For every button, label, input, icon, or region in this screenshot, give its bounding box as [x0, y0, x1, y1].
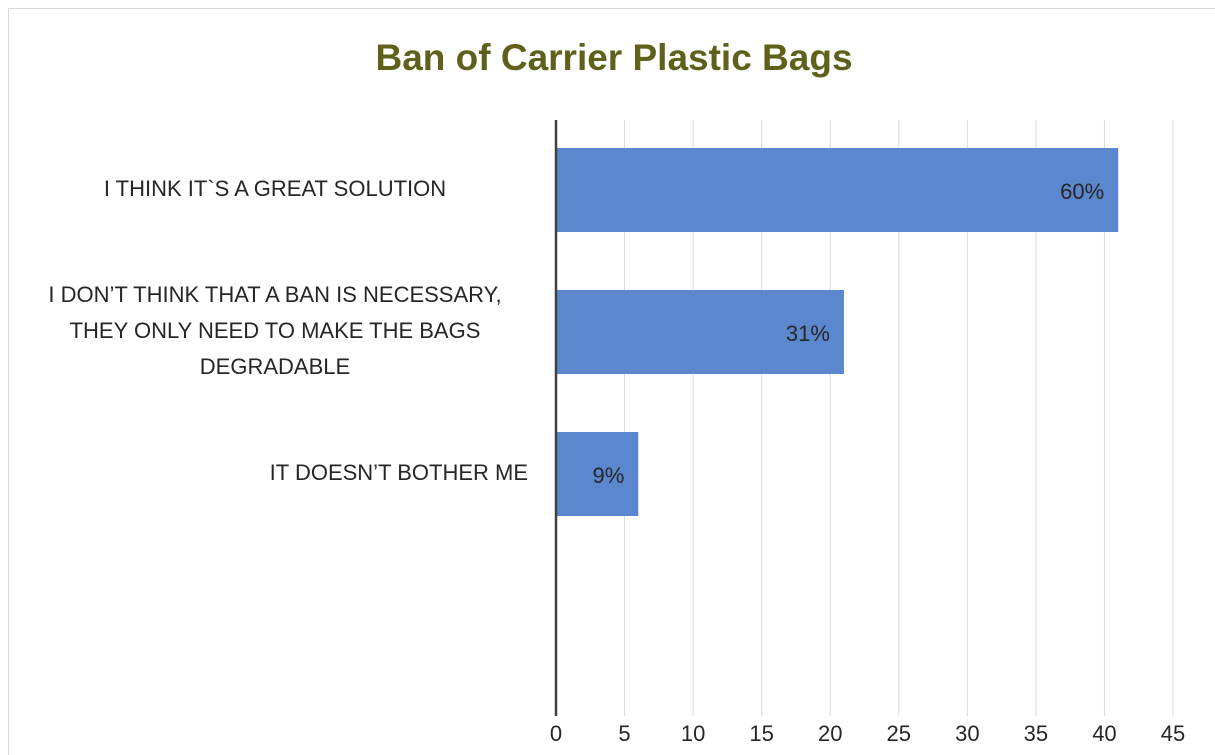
x-tick-label: 5 — [618, 721, 630, 746]
x-tick-label: 15 — [749, 721, 773, 746]
y-tick-label: I THINK IT`S A GREAT SOLUTION — [104, 176, 446, 201]
data-label: 31% — [786, 321, 830, 346]
x-tick-label: 0 — [550, 721, 562, 746]
bar — [556, 432, 639, 516]
data-label: 60% — [1060, 179, 1104, 204]
chart-title: Ban of Carrier Plastic Bags — [375, 37, 852, 78]
x-tick-label: 40 — [1092, 721, 1116, 746]
x-tick-label: 30 — [955, 721, 979, 746]
x-tick-label: 20 — [818, 721, 842, 746]
x-tick-label: 45 — [1161, 721, 1185, 746]
y-tick-label: IT DOESN’T BOTHER ME — [270, 460, 528, 485]
y-tick-label: I DON’T THINK THAT A BAN IS NECESSARY, TH… — [48, 282, 501, 379]
x-tick-label: 10 — [681, 721, 705, 746]
chart-border — [8, 8, 1215, 755]
bar — [556, 148, 1119, 232]
data-label: 9% — [592, 463, 624, 488]
x-tick-label: 35 — [1024, 721, 1048, 746]
bar — [556, 290, 844, 374]
x-tick-label: 25 — [887, 721, 911, 746]
